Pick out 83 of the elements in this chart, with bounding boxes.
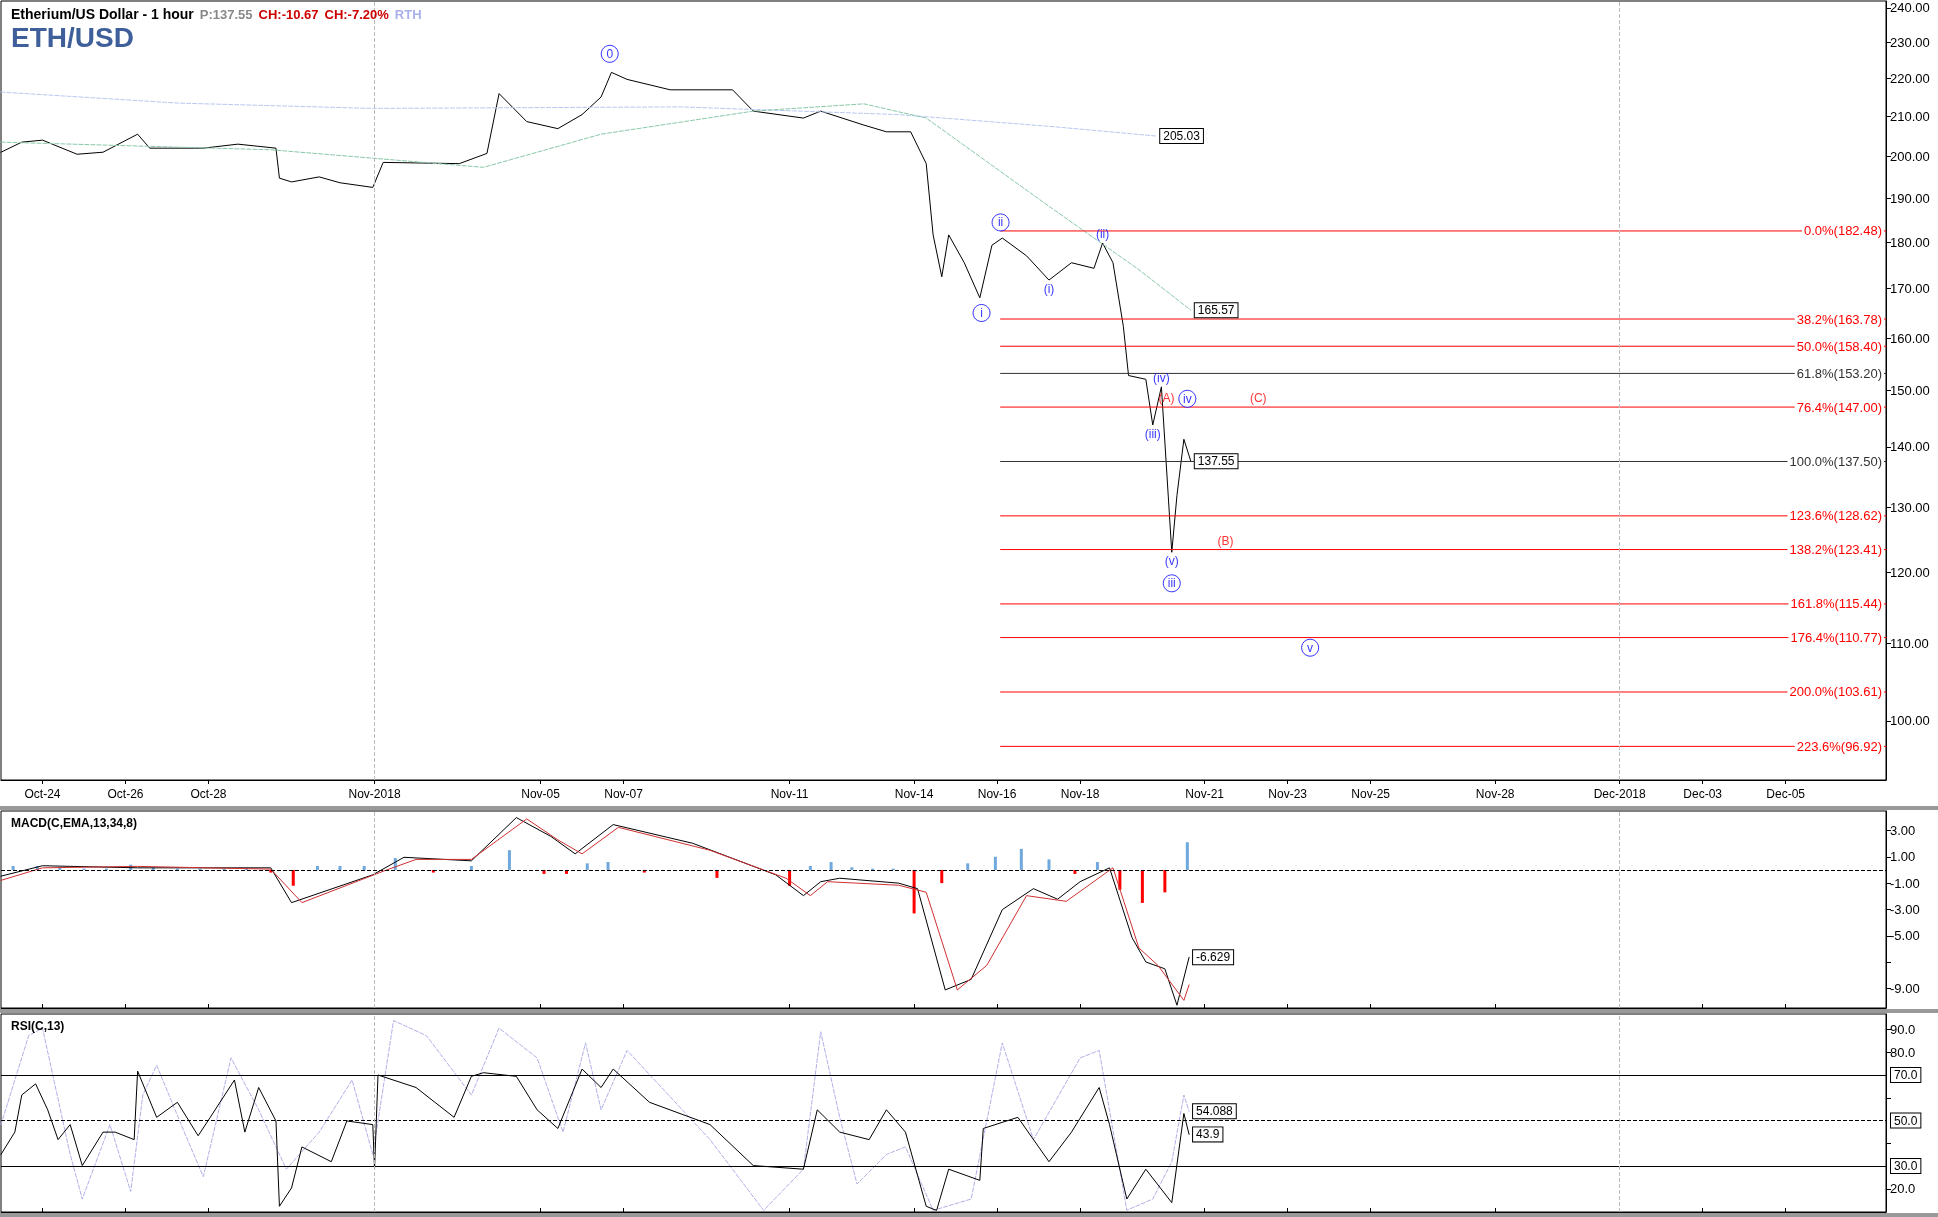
y-tick-label: 110.00 xyxy=(1890,635,1929,651)
x-tick-label: Nov-16 xyxy=(977,787,1017,801)
series-label: 0 xyxy=(606,46,614,61)
series-label: iii xyxy=(1167,576,1176,591)
y-tick-label: 180.00 xyxy=(1890,234,1930,250)
data-label: 165.57 xyxy=(1197,303,1235,318)
y-tick-label: 190.00 xyxy=(1890,190,1930,206)
annotation: (iii) xyxy=(1144,426,1161,441)
ref-line-label: 70.0 xyxy=(1894,1067,1918,1082)
y-tick-label: 140.00 xyxy=(1890,439,1930,455)
annotation: (v) xyxy=(1164,554,1179,569)
data-label: 43.9 xyxy=(1196,1127,1220,1142)
series-label: 223.6%(96.92) xyxy=(1796,738,1882,754)
y-tick-label: 200.00 xyxy=(1890,148,1930,164)
series-label: 138.2%(123.41) xyxy=(1789,542,1882,558)
x-tick-label: Nov-07 xyxy=(604,787,644,801)
annotation: (B) xyxy=(1217,533,1234,548)
series-label: 50.0%(158.40) xyxy=(1796,338,1882,354)
y-tick-label: 210.00 xyxy=(1890,109,1930,125)
x-tick-label: Nov-28 xyxy=(1475,787,1515,801)
x-tick-label: Dec-03 xyxy=(1683,787,1723,801)
x-tick-label: Nov-2018 xyxy=(348,787,401,801)
series-label: 123.6%(128.62) xyxy=(1789,508,1882,524)
text: ETH/USD xyxy=(11,21,134,53)
series-label: 0.0%(182.48) xyxy=(1803,223,1882,239)
x-tick-label: Nov-25 xyxy=(1351,787,1391,801)
data-label: 137.55 xyxy=(1197,454,1235,469)
y-tick-label: 3.00 xyxy=(1890,822,1916,838)
x-tick-label: Nov-21 xyxy=(1185,787,1225,801)
x-tick-label: Dec-2018 xyxy=(1593,787,1647,801)
data-label: 54.088 xyxy=(1196,1104,1234,1119)
x-tick-label: Nov-14 xyxy=(894,787,934,801)
y-tick-label: 90.0 xyxy=(1890,1021,1916,1037)
annotation: (C) xyxy=(1249,391,1267,406)
annotation: RTH xyxy=(394,6,422,22)
x-tick-label: Oct-24 xyxy=(24,787,61,801)
chart-title: Etherium/US Dollar - 1 hour xyxy=(11,6,195,22)
series-label: 161.8%(115.44) xyxy=(1790,596,1882,612)
series-label: 38.2%(163.78) xyxy=(1796,311,1882,327)
y-tick-label: 170.00 xyxy=(1890,281,1930,297)
y-tick-label: 20.0 xyxy=(1890,1181,1916,1197)
y-tick-label: 240.00 xyxy=(1890,0,1930,16)
series-label: 61.8%(153.20) xyxy=(1796,365,1882,381)
y-tick-label: 130.00 xyxy=(1890,499,1930,515)
y-tick-label: 150.00 xyxy=(1890,383,1930,399)
annotation: P:137.55 xyxy=(199,6,253,22)
y-tick-label: 100.00 xyxy=(1890,713,1930,729)
x-tick-label: Oct-26 xyxy=(107,787,144,801)
ref-line-label: 30.0 xyxy=(1894,1159,1918,1174)
y-tick-label: -1.00 xyxy=(1890,875,1920,891)
y-tick-label: 120.00 xyxy=(1890,564,1930,580)
chart-title: MACD(C,EMA,13,34,8) xyxy=(11,816,138,830)
y-tick-label: 80.0 xyxy=(1890,1044,1916,1060)
series-label: 176.4%(110.77) xyxy=(1790,630,1882,646)
x-tick-label: Oct-28 xyxy=(190,787,227,801)
y-tick-label: 220.00 xyxy=(1890,71,1930,87)
x-tick-label: Nov-05 xyxy=(521,787,561,801)
annotation: (ii) xyxy=(1095,227,1110,241)
annotation: (iv) xyxy=(1153,370,1170,385)
series-label: v xyxy=(1307,640,1314,655)
annotation: (i) xyxy=(1043,282,1055,297)
ref-line-label: 50.0 xyxy=(1894,1113,1918,1128)
series-label: i xyxy=(980,305,983,320)
y-tick-label: -9.00 xyxy=(1890,981,1920,997)
data-label: -6.629 xyxy=(1196,950,1231,965)
series-label: 76.4%(147.00) xyxy=(1796,399,1882,415)
series-label: 100.0%(137.50) xyxy=(1789,453,1882,469)
y-tick-label: 230.00 xyxy=(1890,34,1930,50)
y-tick-label: -3.00 xyxy=(1890,902,1920,917)
series-label: iv xyxy=(1183,391,1192,406)
x-tick-label: Dec-05 xyxy=(1766,787,1806,801)
chart-title: RSI(C,13) xyxy=(11,1019,65,1033)
y-tick-label: 1.00 xyxy=(1890,849,1916,865)
y-tick-label: 160.00 xyxy=(1890,330,1930,346)
series-label: 200.0%(103.61) xyxy=(1789,684,1882,700)
series-label: ii xyxy=(997,215,1004,230)
annotation: CH:-7.20% xyxy=(324,6,390,22)
x-tick-label: Nov-11 xyxy=(770,787,809,801)
x-tick-label: Nov-18 xyxy=(1060,787,1100,801)
annotation: CH:-10.67 xyxy=(258,6,319,22)
y-tick-label: -5.00 xyxy=(1890,928,1920,944)
data-label: 205.03 xyxy=(1163,129,1201,144)
x-tick-label: Nov-23 xyxy=(1268,787,1308,801)
